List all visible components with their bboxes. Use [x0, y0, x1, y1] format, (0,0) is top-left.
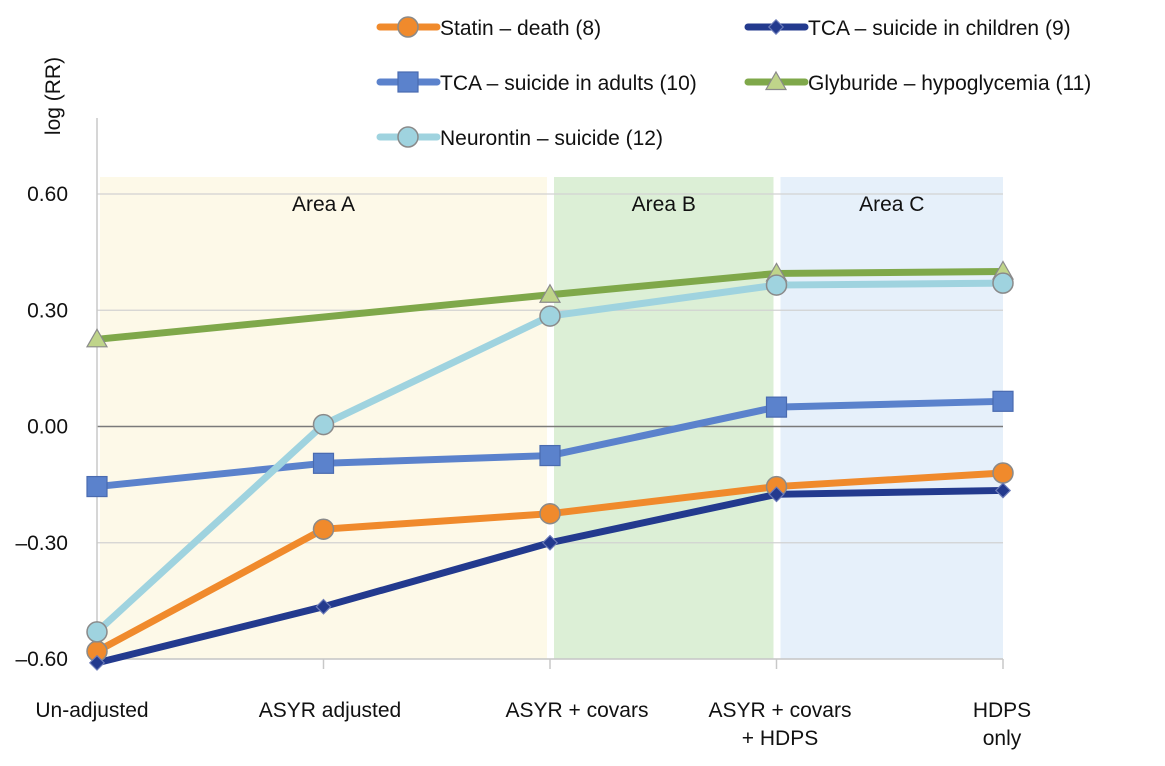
point-s2-2 [315, 598, 332, 615]
point-s5-1 [86, 621, 108, 643]
point-s4-3 [538, 283, 562, 303]
y-tick-label-3: 0.00 [27, 416, 68, 439]
series-markers [85, 260, 1015, 671]
point-s1-2 [312, 518, 335, 540]
region-label-3: Area C [859, 193, 924, 216]
legend-marker-5 [397, 126, 419, 148]
region-3 [780, 177, 1003, 659]
y-tick-label-1: 0.60 [27, 183, 68, 206]
point-s1-5 [992, 462, 1014, 484]
point-s3-2 [312, 452, 335, 474]
point-s3-3 [539, 444, 561, 467]
legend-label-4: Glyburide – hypoglycemia (11) [808, 72, 1091, 95]
point-s1-3 [539, 502, 561, 525]
y-axis-label: log (RR) [42, 57, 65, 135]
x-tick-label-4: ASYR + covars + HDPS [709, 699, 852, 750]
x-tick-label-1: Un-adjusted [35, 699, 148, 722]
point-s4-1 [85, 328, 109, 348]
point-s2-5 [994, 482, 1012, 499]
point-s3-5 [992, 390, 1014, 412]
x-tick-label-3: ASYR + covars [506, 699, 649, 722]
y-tick-label-5: –0.60 [15, 648, 68, 671]
region-label-1: Area A [292, 193, 355, 216]
legend-label-3: TCA – suicide in adults (10) [440, 72, 697, 95]
point-s3-1 [86, 475, 108, 498]
legend-marker-4 [764, 70, 788, 91]
legend-marker-1 [397, 16, 419, 38]
legend-label-2: TCA – suicide in children (9) [808, 17, 1071, 40]
point-s2-1 [88, 654, 106, 671]
y-tick-label-4: –0.30 [15, 532, 68, 555]
point-s5-4 [765, 274, 788, 296]
shaded-regions: Area A Area B Area C [100, 177, 1003, 659]
x-tick-label-5: HDPS only [973, 699, 1031, 750]
legend-label-5: Neurontin – suicide (12) [440, 127, 663, 150]
point-s2-4 [768, 486, 785, 503]
point-s5-2 [312, 413, 335, 436]
point-s2-3 [541, 534, 559, 551]
legend: Statin – death (8) TCA – suicide in child… [376, 16, 1091, 150]
point-s5-5 [992, 272, 1014, 294]
y-tick-label-2: 0.30 [27, 299, 68, 322]
x-tick-label-2: ASYR adjusted [259, 699, 401, 722]
legend-marker-3 [397, 71, 419, 93]
point-s3-4 [765, 396, 788, 418]
axis-labels: 0.60 0.30 0.00 –0.30 –0.60 Un-adjusted ASYR ad… [15, 57, 1031, 750]
point-s5-3 [539, 305, 561, 327]
legend-label-1: Statin – death (8) [440, 17, 601, 40]
series-line-4 [93, 268, 1007, 343]
region-label-2: Area B [632, 193, 696, 216]
legend-marker-2 [767, 18, 785, 36]
